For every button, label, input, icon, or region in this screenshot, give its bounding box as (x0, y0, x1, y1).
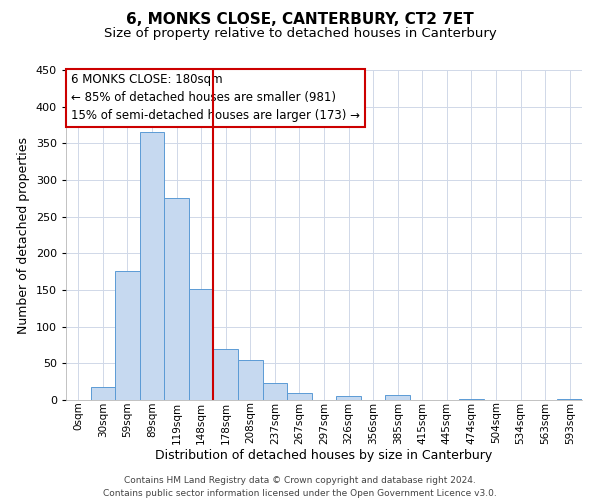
Bar (263, 383, 287, 400)
Text: 6, MONKS CLOSE, CANTERBURY, CT2 7ET: 6, MONKS CLOSE, CANTERBURY, CT2 7ET (126, 12, 474, 28)
Bar (91, 387, 115, 400)
Bar (336, 396, 361, 400)
X-axis label: Distribution of detached houses by size in Canterbury: Distribution of detached houses by size … (155, 449, 493, 462)
Bar (238, 360, 263, 400)
Bar (115, 271, 140, 400)
Bar (214, 348, 238, 400)
Bar (385, 395, 410, 400)
Bar (189, 288, 214, 400)
Text: Contains HM Land Registry data © Crown copyright and database right 2024.
Contai: Contains HM Land Registry data © Crown c… (103, 476, 497, 498)
Text: 6 MONKS CLOSE: 180sqm
← 85% of detached houses are smaller (981)
15% of semi-det: 6 MONKS CLOSE: 180sqm ← 85% of detached … (71, 74, 360, 122)
Bar (140, 132, 164, 400)
Bar (164, 198, 189, 400)
Text: Size of property relative to detached houses in Canterbury: Size of property relative to detached ho… (104, 28, 496, 40)
Bar (287, 394, 312, 400)
Y-axis label: Number of detached properties: Number of detached properties (17, 136, 30, 334)
